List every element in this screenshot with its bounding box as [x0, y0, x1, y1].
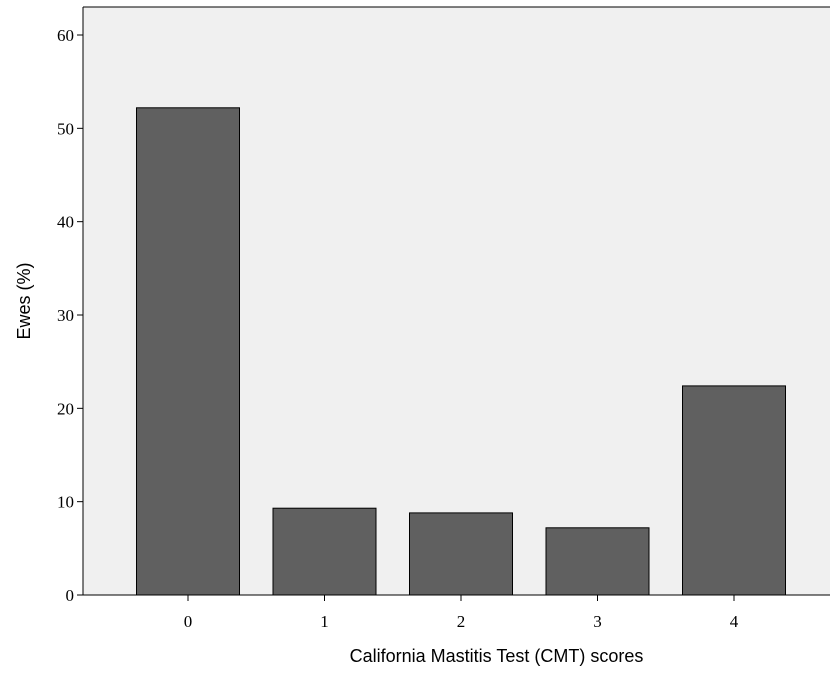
x-axis-title: California Mastitis Test (CMT) scores [350, 646, 644, 666]
y-tick-label-40: 40 [57, 213, 74, 232]
y-tick-label-60: 60 [57, 26, 74, 45]
x-tick-label-1: 1 [320, 612, 329, 631]
y-tick-label-20: 20 [57, 399, 74, 418]
bar-4 [682, 385, 786, 596]
bars [136, 107, 786, 596]
y-tick-label-10: 10 [57, 493, 74, 512]
y-tick-label-30: 30 [57, 306, 74, 325]
bar-2 [409, 512, 513, 596]
x-tick-label-2: 2 [457, 612, 466, 631]
axes [82, 6, 830, 596]
bar-3 [545, 527, 650, 596]
bar-0 [136, 107, 240, 596]
x-tick-label-4: 4 [730, 612, 739, 631]
y-tick-label-0: 0 [66, 586, 75, 605]
y-axis-title: Ewes (%) [14, 262, 34, 339]
bar-1 [272, 507, 377, 596]
x-tick-label-3: 3 [593, 612, 602, 631]
x-tick-label-0: 0 [184, 612, 193, 631]
y-tick-label-50: 50 [57, 119, 74, 138]
